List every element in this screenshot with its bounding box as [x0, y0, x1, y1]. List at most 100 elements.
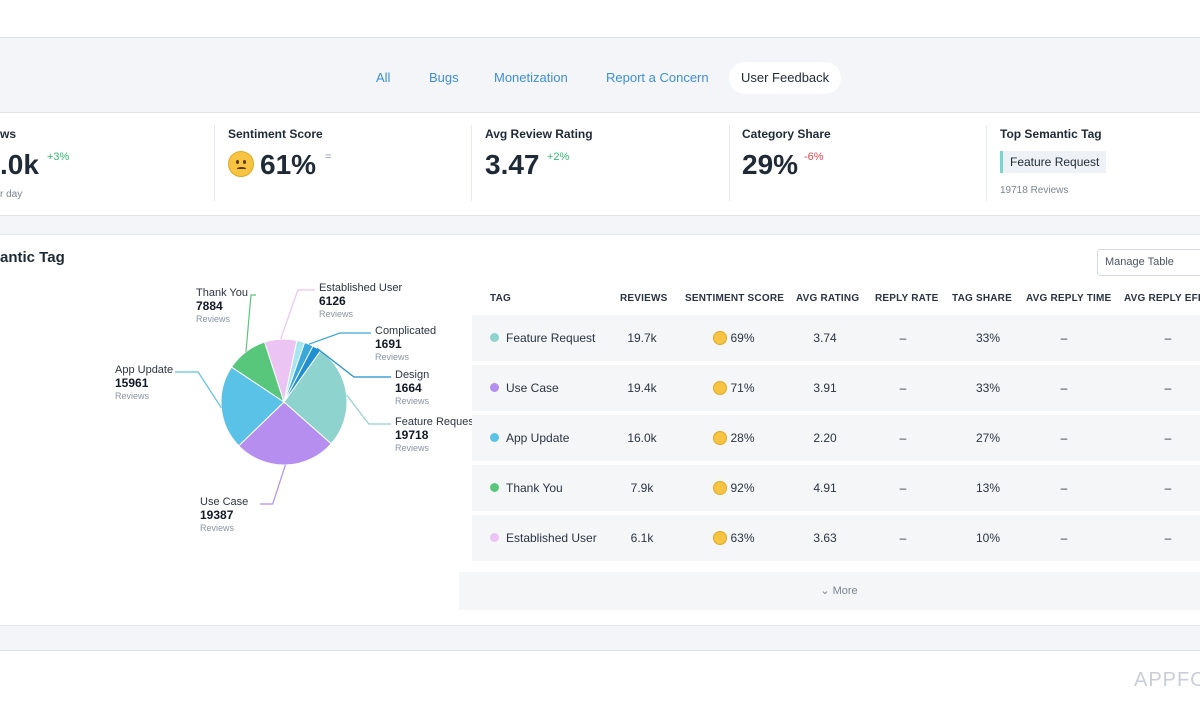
kpi-reviews-sub: r day — [0, 189, 23, 200]
sentiment-cell: 71% — [694, 365, 774, 411]
pie-label-value: 6126 — [319, 294, 346, 308]
pie-label-value: 1664 — [395, 381, 422, 395]
reviews-value: 7.9k — [630, 481, 654, 495]
kpi-category-share: Category Share 29% -6% — [742, 113, 982, 217]
tag-color-dot-icon — [490, 333, 499, 342]
reviews-value: 16.0k — [627, 431, 657, 445]
reply-rate-value: – — [899, 331, 907, 345]
pie-label-value: 7884 — [196, 299, 223, 313]
table-row[interactable]: Feature Request 19.7k 69% 3.74 – 33% – – — [472, 315, 1200, 361]
pie-leader-line — [280, 289, 315, 340]
pie-leader-line — [308, 332, 371, 345]
th-sentiment: SENTIMENT SCORE — [685, 293, 785, 304]
sentiment-cell: 92% — [694, 465, 774, 511]
pie-label-value: 19718 — [395, 428, 429, 442]
pie-label-use-case: Use Case 19387 Reviews — [200, 496, 248, 535]
category-tabs: All Bugs Monetization Report a Concern U… — [0, 62, 1200, 94]
pie-leader-line — [175, 371, 222, 409]
pie-chart-area: Thank You 7884 Reviews Established User 6126… — [0, 235, 474, 627]
th-reply-rate: REPLY RATE — [875, 293, 939, 304]
rating-cell: 3.74 — [785, 315, 865, 361]
kpi-share-title: Category Share — [742, 127, 831, 141]
kpi-top-tag: Top Semantic Tag Feature Request 19718 R… — [1000, 113, 1200, 217]
manage-table-button[interactable]: Manage Table — [1097, 249, 1200, 276]
sentiment-face-icon — [713, 481, 728, 495]
reply-eff-value: – — [1164, 431, 1172, 445]
kpi-rating-value: 3.47 — [485, 149, 540, 180]
tab-all[interactable]: All — [376, 70, 391, 85]
rating-cell: 2.20 — [785, 415, 865, 461]
watermark: APPFO — [1134, 669, 1200, 691]
reply-eff-value: – — [1164, 531, 1172, 545]
tag-color-dot-icon — [490, 483, 499, 492]
pie-label-name: Design — [395, 369, 430, 381]
th-tag-share: TAG SHARE — [952, 293, 1012, 304]
kpi-sentiment-delta: = — [325, 151, 332, 163]
pie-chart — [175, 289, 391, 505]
th-avg-rating: AVG RATING — [796, 293, 860, 304]
pie-label-value: 19387 — [200, 508, 234, 522]
kpi-reviews-delta: +3% — [47, 151, 70, 163]
reviews-cell: 16.0k — [602, 415, 682, 461]
reply-eff-cell: – — [1128, 315, 1200, 361]
confused-face-icon — [228, 151, 254, 177]
rating-value: 2.20 — [813, 431, 837, 445]
reply-time-value: – — [1060, 481, 1068, 495]
sentiment-value: 28% — [730, 431, 755, 445]
more-label: More — [832, 585, 858, 597]
pie-label-name: Established User — [319, 282, 403, 294]
tag-color-dot-icon — [490, 383, 499, 392]
reply-time-cell: – — [1024, 415, 1104, 461]
sentiment-value: 71% — [730, 381, 755, 395]
table-row[interactable]: Established User 6.1k 63% 3.63 – 10% – – — [472, 515, 1200, 561]
reply-time-cell: – — [1024, 465, 1104, 511]
reply-rate-cell: – — [863, 365, 943, 411]
tag-color-dot-icon — [490, 533, 499, 542]
pie-label-value: 1691 — [375, 337, 402, 351]
semantic-tag-panel: antic Tag Manage Table Thank You 7884 Revi… — [0, 234, 1200, 626]
rating-cell: 4.91 — [785, 465, 865, 511]
reply-eff-cell: – — [1128, 365, 1200, 411]
kpi-top-tag-sub: 19718 Reviews — [1000, 185, 1069, 196]
reply-rate-value: – — [899, 531, 907, 545]
pie-label-unit: Reviews — [115, 391, 150, 401]
reviews-value: 19.4k — [627, 381, 657, 395]
reply-rate-value: – — [899, 381, 907, 395]
kpi-rating-title: Avg Review Rating — [485, 127, 593, 141]
sentiment-cell: 69% — [694, 315, 774, 361]
share-value: 27% — [975, 431, 1001, 445]
kpi-reviews-title: ws — [0, 127, 17, 141]
kpi-share-delta: -6% — [804, 151, 824, 163]
reply-time-value: – — [1060, 381, 1068, 395]
tab-bugs[interactable]: Bugs — [429, 70, 459, 85]
more-button[interactable]: ⌄ More — [459, 572, 1200, 610]
pie-slice-app-update[interactable] — [220, 366, 285, 447]
sentiment-cell: 63% — [694, 515, 774, 561]
tag-cell: Use Case — [490, 365, 559, 411]
rating-value: 3.63 — [813, 531, 837, 545]
sentiment-value: 92% — [730, 481, 755, 495]
reply-time-value: – — [1060, 431, 1068, 445]
pie-leader-line — [245, 294, 256, 352]
pie-label-unit: Reviews — [395, 396, 430, 406]
reply-rate-cell: – — [863, 315, 943, 361]
table-row[interactable]: App Update 16.0k 28% 2.20 – 27% – – — [472, 415, 1200, 461]
rating-value: 4.91 — [813, 481, 837, 495]
sentiment-face-icon — [713, 381, 728, 395]
reply-rate-value: – — [899, 481, 907, 495]
reviews-cell: 6.1k — [602, 515, 682, 561]
reply-rate-cell: – — [863, 415, 943, 461]
pie-leader-line — [316, 347, 391, 378]
th-reviews: REVIEWS — [620, 293, 668, 304]
sentiment-value: 63% — [730, 531, 755, 545]
reply-eff-cell: – — [1128, 415, 1200, 461]
table-row[interactable]: Use Case 19.4k 71% 3.91 – 33% – – — [472, 365, 1200, 411]
reply-time-value: – — [1060, 331, 1068, 345]
pie-label-app-update: App Update 15961 Reviews — [115, 364, 173, 403]
tab-user-feedback[interactable]: User Feedback — [729, 62, 842, 94]
tab-monetization[interactable]: Monetization — [494, 70, 568, 85]
kpi-top-tag-title: Top Semantic Tag — [1000, 127, 1102, 141]
tab-report-a-concern[interactable]: Report a Concern — [606, 70, 709, 85]
table-row[interactable]: Thank You 7.9k 92% 4.91 – 13% – – — [472, 465, 1200, 511]
kpi-reviews-value: .0k — [0, 149, 39, 180]
